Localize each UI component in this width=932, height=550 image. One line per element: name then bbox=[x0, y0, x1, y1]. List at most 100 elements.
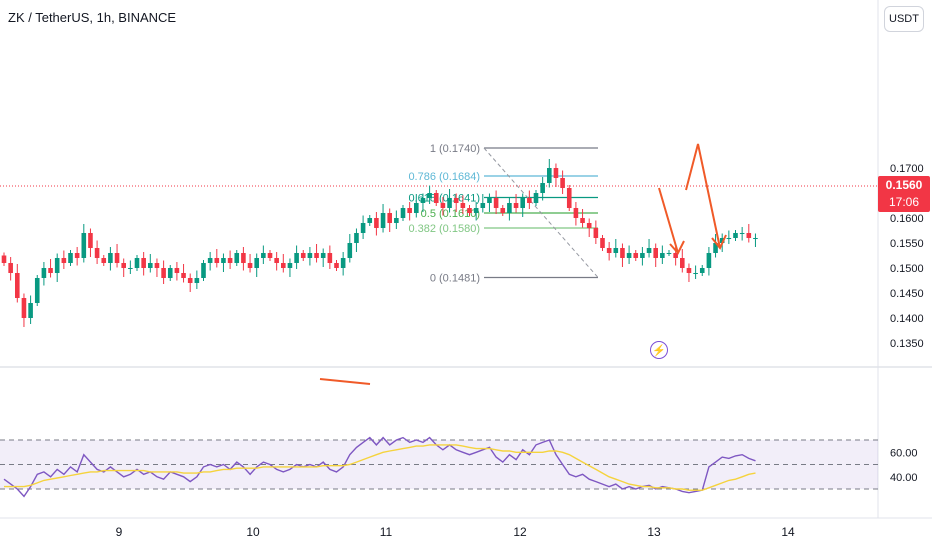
candle-body bbox=[360, 223, 366, 233]
candle-body bbox=[314, 253, 319, 258]
candle-body bbox=[739, 233, 745, 234]
candle-body bbox=[600, 238, 605, 248]
candle-body bbox=[101, 258, 107, 263]
candle-body bbox=[513, 203, 519, 208]
last-price-value: 0.1560 bbox=[885, 178, 923, 192]
candle-body bbox=[573, 208, 579, 218]
candle-body bbox=[666, 253, 672, 254]
candle-body bbox=[214, 258, 220, 263]
currency-button[interactable]: USDT bbox=[884, 6, 924, 32]
candle-body bbox=[201, 263, 206, 278]
candle-body bbox=[726, 238, 732, 239]
fib-level-label: 0.618 (0.1641) bbox=[408, 193, 480, 205]
candle-body bbox=[68, 253, 73, 263]
candle-body bbox=[640, 253, 645, 258]
candle-body bbox=[340, 258, 346, 268]
candle-body bbox=[15, 273, 20, 298]
candle-body bbox=[41, 268, 47, 278]
y-tick-label: 0.1400 bbox=[890, 313, 924, 325]
candle-body bbox=[161, 268, 166, 278]
candle-body bbox=[8, 263, 13, 273]
candle-body bbox=[693, 273, 698, 274]
candle-body bbox=[733, 233, 738, 238]
candle-body bbox=[420, 198, 426, 203]
x-tick-label: 13 bbox=[647, 525, 661, 539]
candle-body bbox=[394, 218, 399, 223]
candle-body bbox=[580, 218, 585, 223]
candle-body bbox=[527, 198, 532, 203]
candle-body bbox=[553, 168, 559, 178]
candle-body bbox=[487, 198, 492, 203]
candle-body bbox=[274, 258, 279, 263]
candle-body bbox=[21, 298, 27, 318]
candle-body bbox=[547, 168, 552, 183]
candle-body bbox=[334, 263, 339, 268]
candle-body bbox=[181, 273, 186, 278]
candle-body bbox=[473, 208, 479, 213]
candle-body bbox=[254, 258, 259, 268]
candle-body bbox=[660, 253, 665, 258]
candle-body bbox=[493, 198, 499, 208]
candle-body bbox=[327, 253, 333, 263]
candle-body bbox=[247, 263, 253, 268]
candle-body bbox=[586, 223, 592, 228]
fib-level-label: 0 (0.1481) bbox=[430, 273, 480, 285]
projection-arrowhead bbox=[711, 234, 727, 250]
candle-body bbox=[520, 198, 525, 208]
candle-body bbox=[194, 278, 200, 283]
y-tick-label: 0.1600 bbox=[890, 213, 924, 225]
candle-body bbox=[387, 213, 392, 223]
candle-body bbox=[560, 178, 565, 188]
candle-body bbox=[719, 238, 725, 243]
candle-body bbox=[108, 253, 113, 263]
candle-body bbox=[500, 208, 506, 213]
x-tick-label: 9 bbox=[116, 525, 123, 539]
candle-body bbox=[427, 193, 432, 198]
candle-body bbox=[320, 253, 326, 258]
candle-body bbox=[74, 253, 80, 258]
projection-arrow bbox=[685, 143, 721, 249]
rsi-ma-line bbox=[4, 444, 756, 491]
x-tick-label: 14 bbox=[781, 525, 795, 539]
candle-body bbox=[187, 278, 193, 283]
rsi-y-tick-label: 40.00 bbox=[890, 472, 918, 484]
candle-body bbox=[653, 248, 658, 258]
candle-body bbox=[141, 258, 146, 268]
candle-body bbox=[566, 188, 572, 208]
candle-body bbox=[94, 248, 100, 258]
candle-body bbox=[400, 208, 406, 218]
y-tick-label: 0.1500 bbox=[890, 263, 924, 275]
candle-body bbox=[234, 253, 240, 263]
candle-body bbox=[281, 263, 286, 268]
candle-body bbox=[294, 253, 299, 263]
x-tick-label: 10 bbox=[246, 525, 260, 539]
candle-body bbox=[354, 233, 359, 243]
candle-body bbox=[34, 278, 40, 303]
candle-body bbox=[460, 203, 466, 208]
last-price-tag: 0.1560 17:06 bbox=[878, 176, 930, 212]
candle-body bbox=[626, 253, 632, 258]
candle-body bbox=[81, 233, 87, 258]
candle-body bbox=[433, 193, 439, 203]
fib-level-label: 0.786 (0.1684) bbox=[408, 171, 480, 183]
candle-body bbox=[447, 198, 452, 208]
candle-body bbox=[453, 198, 459, 203]
candle-body bbox=[347, 243, 353, 258]
y-tick-label: 0.1450 bbox=[890, 288, 924, 300]
candle-body bbox=[207, 258, 213, 263]
candle-body bbox=[699, 268, 705, 273]
y-tick-label: 0.1550 bbox=[890, 238, 924, 250]
candle-body bbox=[167, 268, 173, 278]
candle-body bbox=[606, 248, 612, 253]
candle-body bbox=[128, 268, 133, 269]
candle-body bbox=[367, 218, 373, 223]
y-tick-label: 0.1350 bbox=[890, 338, 924, 350]
candle-body bbox=[134, 258, 140, 268]
candle-body bbox=[593, 228, 599, 238]
divergence-line bbox=[319, 378, 371, 385]
candle-body bbox=[746, 233, 752, 238]
lightning-icon[interactable]: ⚡ bbox=[650, 341, 668, 359]
candle-body bbox=[1, 255, 7, 263]
fib-trend-line bbox=[483, 147, 599, 278]
